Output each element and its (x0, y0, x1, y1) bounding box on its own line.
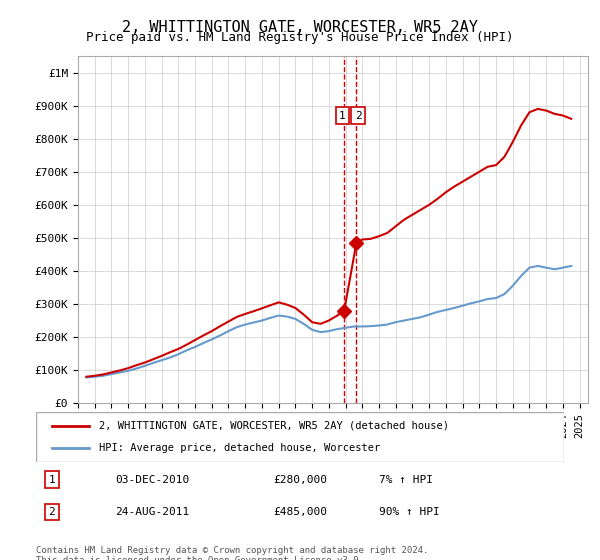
Text: 2: 2 (355, 110, 361, 120)
Text: 1: 1 (49, 474, 55, 484)
Text: 03-DEC-2010: 03-DEC-2010 (115, 474, 190, 484)
Text: 24-AUG-2011: 24-AUG-2011 (115, 507, 190, 517)
Text: 1: 1 (339, 110, 346, 120)
Text: 90% ↑ HPI: 90% ↑ HPI (379, 507, 440, 517)
Text: 2, WHITTINGTON GATE, WORCESTER, WR5 2AY: 2, WHITTINGTON GATE, WORCESTER, WR5 2AY (122, 20, 478, 35)
Text: HPI: Average price, detached house, Worcester: HPI: Average price, detached house, Worc… (100, 443, 380, 453)
FancyBboxPatch shape (36, 412, 564, 462)
Text: £280,000: £280,000 (274, 474, 328, 484)
Text: 2, WHITTINGTON GATE, WORCESTER, WR5 2AY (detached house): 2, WHITTINGTON GATE, WORCESTER, WR5 2AY … (100, 421, 449, 431)
Text: £485,000: £485,000 (274, 507, 328, 517)
Text: Price paid vs. HM Land Registry's House Price Index (HPI): Price paid vs. HM Land Registry's House … (86, 31, 514, 44)
Text: Contains HM Land Registry data © Crown copyright and database right 2024.
This d: Contains HM Land Registry data © Crown c… (36, 546, 428, 560)
Text: 7% ↑ HPI: 7% ↑ HPI (379, 474, 433, 484)
Text: 2: 2 (49, 507, 55, 517)
